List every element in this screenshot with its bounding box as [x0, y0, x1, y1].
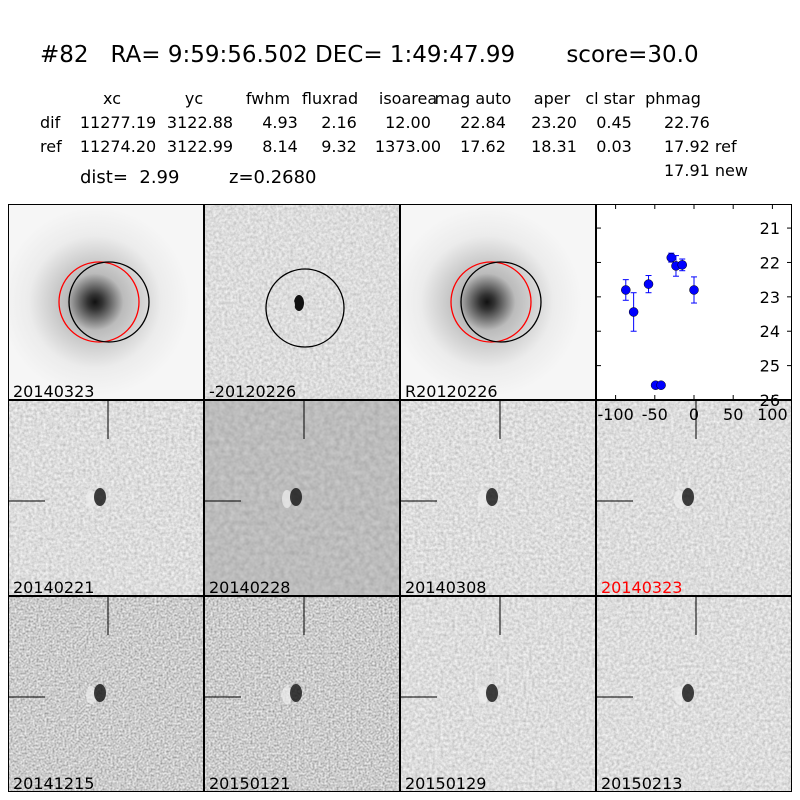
- table-cell: 18.31: [531, 137, 577, 156]
- table-cell: 2.16: [321, 113, 357, 132]
- y-tick-label: 26: [760, 391, 780, 410]
- stamp-date-label: 20150213: [601, 774, 683, 792]
- x-tick-label: 50: [723, 405, 743, 424]
- figure-title: #82 RA= 9:59:56.502 DEC= 1:49:47.99 scor…: [40, 42, 699, 68]
- black-aperture-circle: [68, 261, 150, 343]
- image-stamp[interactable]: 20150213: [596, 596, 792, 792]
- red-aperture-circle: [58, 261, 140, 343]
- table-cell: 4.93: [262, 113, 298, 132]
- dist-value: dist= 2.99: [80, 167, 180, 188]
- stamp-date-label: 20140323: [13, 382, 95, 400]
- stamp-date-label: 20150121: [209, 774, 291, 792]
- table-cell: 23.20: [531, 113, 577, 132]
- table-cell: 12.00: [385, 113, 431, 132]
- column-header: cl star: [585, 89, 635, 108]
- phmag-new: 17.91 new: [664, 161, 748, 180]
- column-header: fwhm: [245, 89, 291, 108]
- table-cell: 0.45: [596, 113, 632, 132]
- image-stamp[interactable]: 20140323: [8, 204, 204, 400]
- column-header: aper: [533, 89, 571, 108]
- stamp-date-label: 20141215: [13, 774, 95, 792]
- image-stamp[interactable]: 20140323: [596, 400, 792, 596]
- black-aperture-circle: [460, 261, 542, 343]
- y-tick-label: 22: [760, 253, 780, 272]
- black-aperture-circle: [265, 268, 345, 348]
- table-cell: 17.62: [460, 137, 506, 156]
- stamp-date-label: 20140308: [405, 578, 487, 596]
- table-cell: 9.32: [321, 137, 357, 156]
- row-label: ref: [40, 137, 62, 156]
- image-stamp[interactable]: 20140221: [8, 400, 204, 596]
- column-header: xc: [103, 89, 121, 108]
- image-stamp[interactable]: 20150121: [204, 596, 400, 792]
- x-tick-label: -50: [642, 405, 668, 424]
- x-tick-label: 0: [689, 405, 699, 424]
- table-cell: 17.92 ref: [664, 137, 737, 156]
- y-tick-label: 24: [760, 322, 780, 341]
- light-curve-chart: -100 -50 0 50 100 21 22 23 24 25 26: [596, 204, 792, 424]
- stamp-date-label: R20120226: [405, 382, 498, 400]
- x-tick-label: -100: [597, 405, 633, 424]
- table-cell: 3122.88: [166, 113, 234, 132]
- table-cell: 1373.00: [374, 137, 442, 156]
- column-header: yc: [184, 89, 204, 108]
- y-tick-label: 23: [760, 288, 780, 307]
- image-stamp[interactable]: 20141215: [8, 596, 204, 792]
- stamp-date-label: 20140323: [601, 578, 683, 596]
- column-header: mag auto: [434, 89, 512, 108]
- data-point: [677, 260, 687, 270]
- image-stamp[interactable]: 20140228: [204, 400, 400, 596]
- x-tick-label: 100: [757, 405, 788, 424]
- column-header: isoarea: [378, 89, 438, 108]
- stamp-date-label: 20140221: [13, 578, 95, 596]
- y-tick-label: 25: [760, 357, 780, 376]
- column-header: fluxrad: [301, 89, 359, 108]
- data-point: [666, 252, 677, 263]
- table-cell: 22.84: [460, 113, 506, 132]
- table-cell: 11274.20: [79, 137, 157, 156]
- stamp-date-label: -20120226: [209, 382, 297, 400]
- image-stamp[interactable]: -20120226: [204, 204, 400, 400]
- data-point: [628, 307, 639, 317]
- image-stamp[interactable]: 20140308: [400, 400, 596, 596]
- image-stamp[interactable]: 20150129: [400, 596, 596, 792]
- table-cell: 3122.99: [166, 137, 234, 156]
- column-header: phmag: [645, 89, 701, 108]
- data-point: [656, 380, 666, 390]
- table-cell: 8.14: [262, 137, 298, 156]
- y-tick-label: 21: [760, 219, 780, 238]
- table-cell: 11277.19: [79, 113, 157, 132]
- table-cell: 0.03: [596, 137, 632, 156]
- data-point: [643, 279, 654, 289]
- data-point: [621, 285, 631, 295]
- stamp-date-label: 20150129: [405, 774, 487, 792]
- image-stamp[interactable]: R20120226: [400, 204, 596, 400]
- table-cell: 22.76: [664, 113, 710, 132]
- row-label: dif: [40, 113, 61, 132]
- data-point: [689, 285, 699, 295]
- red-aperture-circle: [450, 261, 532, 343]
- stamp-date-label: 20140228: [209, 578, 291, 596]
- redshift-value: z=0.2680: [229, 167, 317, 188]
